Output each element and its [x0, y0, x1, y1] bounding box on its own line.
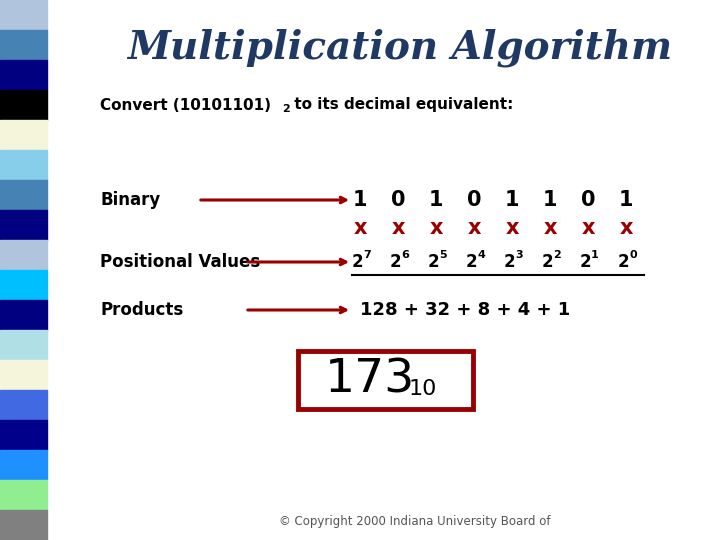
Text: 2: 2 — [390, 253, 401, 271]
Text: 2: 2 — [541, 253, 553, 271]
Text: Products: Products — [100, 301, 184, 319]
Text: 10: 10 — [409, 379, 437, 399]
Text: 1: 1 — [543, 190, 557, 210]
Text: Convert (10101101): Convert (10101101) — [100, 98, 271, 112]
Bar — [0, 390, 47, 420]
Text: 5: 5 — [439, 250, 447, 260]
Text: Binary: Binary — [100, 191, 161, 209]
Bar — [0, 270, 47, 300]
Text: 2: 2 — [351, 253, 363, 271]
Bar — [0, 240, 47, 270]
Text: to its decimal equivalent:: to its decimal equivalent: — [289, 98, 513, 112]
Text: 1: 1 — [591, 250, 599, 260]
Text: 1: 1 — [428, 190, 444, 210]
Text: x: x — [354, 218, 366, 238]
Bar — [0, 300, 47, 330]
Bar — [0, 150, 47, 180]
Bar — [0, 120, 47, 150]
Bar — [0, 420, 47, 450]
Text: Positional Values: Positional Values — [100, 253, 260, 271]
Text: Multiplication Algorithm: Multiplication Algorithm — [127, 29, 672, 68]
Text: x: x — [391, 218, 405, 238]
Text: x: x — [581, 218, 595, 238]
Text: 2: 2 — [282, 104, 289, 114]
Bar — [0, 480, 47, 510]
Text: 0: 0 — [581, 190, 595, 210]
Bar — [0, 360, 47, 390]
Bar — [0, 30, 47, 60]
Text: 4: 4 — [477, 250, 485, 260]
Text: 2: 2 — [503, 253, 515, 271]
Bar — [0, 510, 47, 540]
Text: 2: 2 — [553, 250, 561, 260]
Text: 2: 2 — [579, 253, 591, 271]
Text: x: x — [505, 218, 518, 238]
Text: 0: 0 — [467, 190, 481, 210]
Text: 1: 1 — [505, 190, 519, 210]
Text: 3: 3 — [516, 250, 523, 260]
Bar — [0, 180, 47, 210]
Bar — [0, 60, 47, 90]
Text: © Copyright 2000 Indiana University Board of: © Copyright 2000 Indiana University Boar… — [279, 516, 551, 529]
Text: 2: 2 — [465, 253, 477, 271]
Text: x: x — [429, 218, 443, 238]
Text: 6: 6 — [401, 250, 409, 260]
Text: 0: 0 — [629, 250, 636, 260]
Bar — [0, 0, 47, 30]
Bar — [297, 351, 472, 409]
Text: 128 + 32 + 8 + 4 + 1: 128 + 32 + 8 + 4 + 1 — [360, 301, 570, 319]
Bar — [0, 450, 47, 480]
Text: 0: 0 — [391, 190, 405, 210]
Text: 7: 7 — [363, 250, 371, 260]
Bar — [0, 330, 47, 360]
Text: x: x — [544, 218, 557, 238]
Bar — [0, 210, 47, 240]
Text: x: x — [467, 218, 481, 238]
Text: 1: 1 — [353, 190, 367, 210]
Text: 173: 173 — [325, 357, 415, 402]
Bar — [0, 90, 47, 120]
Text: 2: 2 — [617, 253, 629, 271]
Text: 1: 1 — [618, 190, 634, 210]
Text: 2: 2 — [427, 253, 438, 271]
Text: x: x — [619, 218, 633, 238]
